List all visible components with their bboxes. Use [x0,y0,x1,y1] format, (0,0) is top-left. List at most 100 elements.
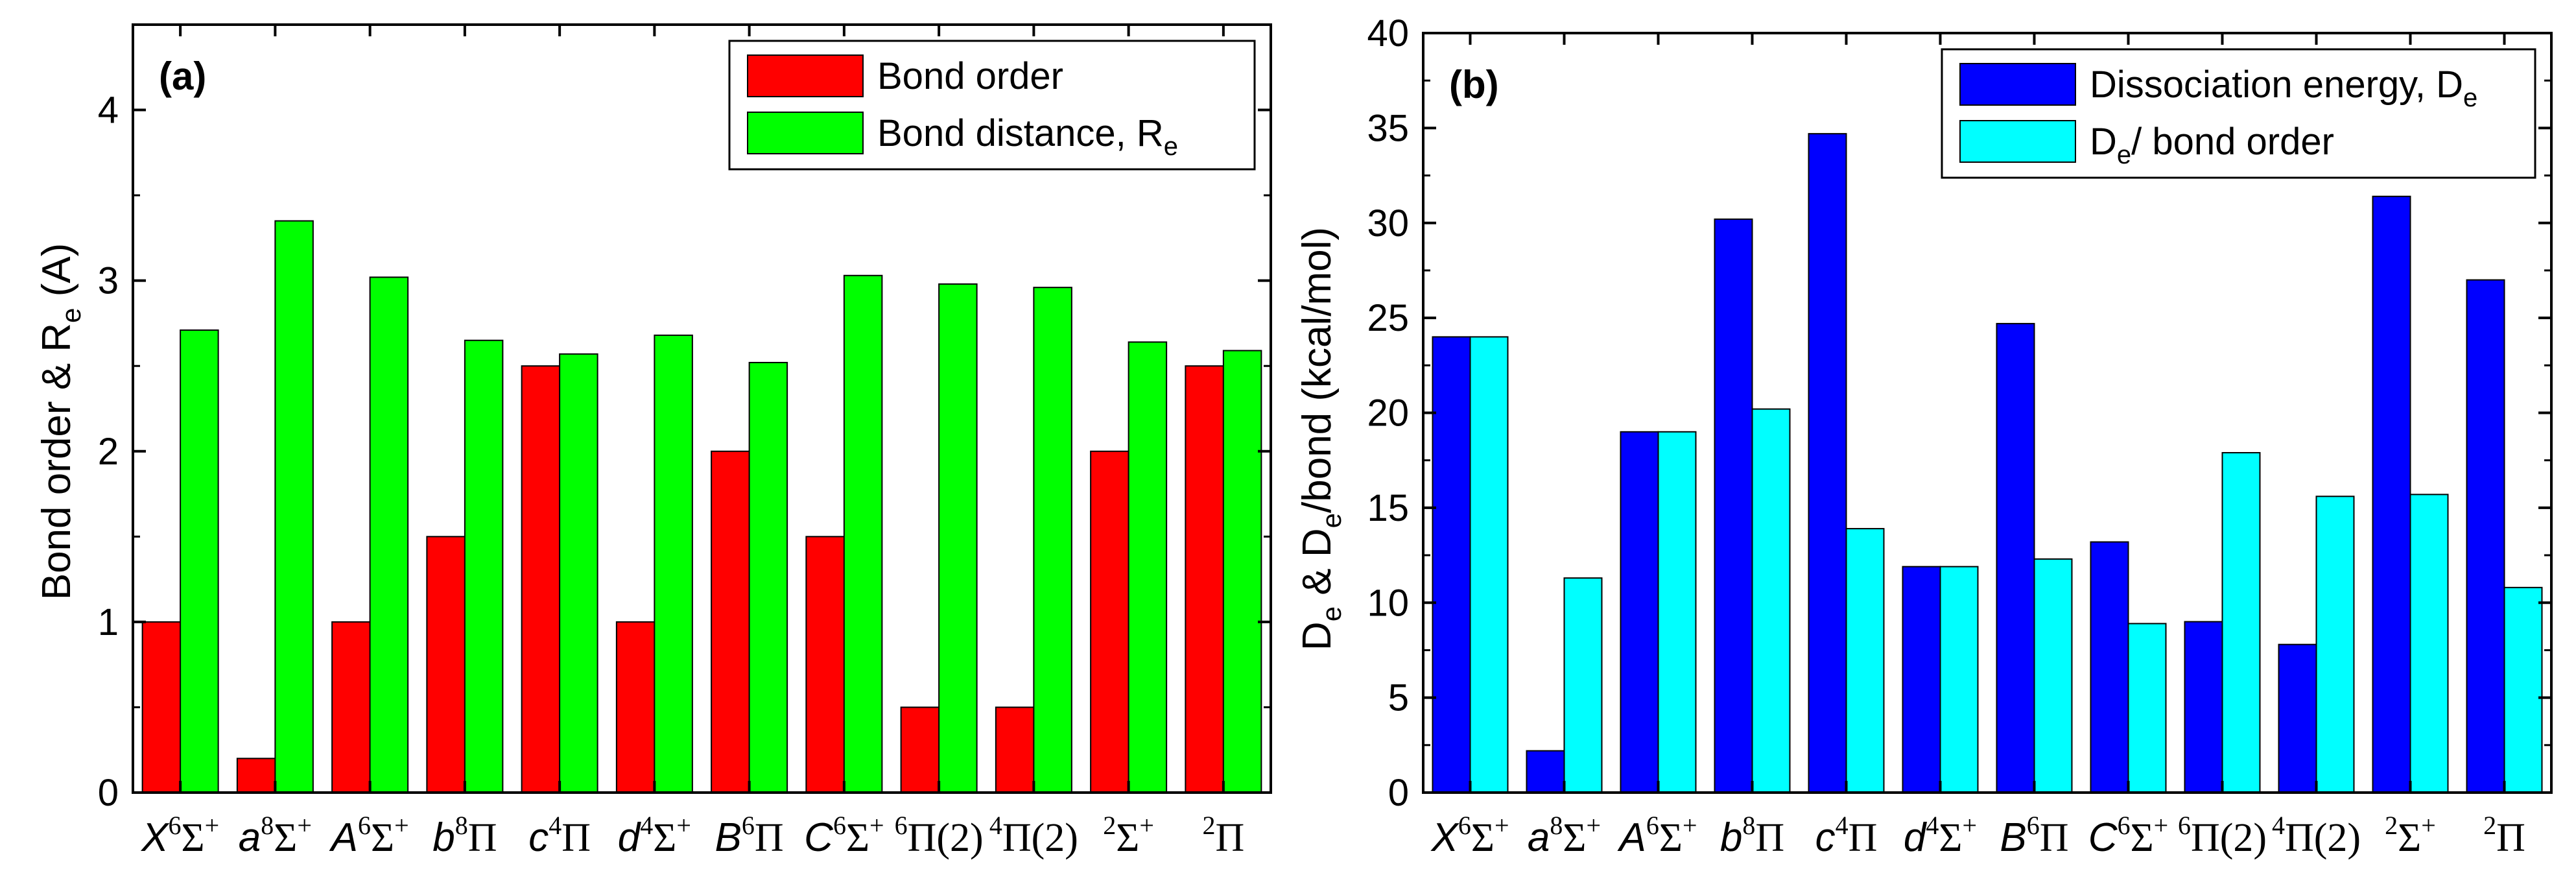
label-letter: a [1528,815,1550,860]
x-tick-label: X6Σ+ [140,811,219,860]
x-tick-label: 2Π [2483,811,2525,860]
bar-a-s1-c2 [369,276,409,794]
label-letter: b [1720,815,1742,860]
legend-subscript: e [2117,141,2131,169]
label-symbol: Σ [846,816,869,860]
label-symbol: Π [2496,816,2525,860]
x-tick-label: a8Σ+ [1528,811,1601,860]
legend-swatch-1 [747,112,864,154]
bar-a-s0-c7 [805,536,845,793]
bar-a-s1-c5 [654,334,693,793]
x-tick-label: d4Σ+ [1904,811,1977,860]
bar-b-s1-c4 [1845,528,1885,793]
bar-a-s1-c10 [1128,341,1168,793]
legend-entry-1: De/ bond order [2090,121,2334,169]
label-symbol: Σ [2398,816,2421,860]
y-title-subscript: e [56,308,86,323]
label-letter: b [432,815,455,860]
y-tick-label: 30 [1367,202,1409,245]
label-superscript: 6 [168,811,181,840]
bar-b-s0-c11 [2466,279,2505,793]
y-tick-label: 15 [1367,487,1409,529]
y-tick-label: 0 [98,772,119,814]
label-symbol: Σ [1116,816,1139,860]
label-superscript: + [1495,811,1509,840]
label-symbol: Σ [1939,816,1962,860]
y-tick-label: 4 [98,90,119,132]
bar-b-s0-c1 [1526,750,1565,793]
bar-a-s0-c10 [1090,450,1129,793]
label-superscript: + [676,811,691,840]
label-superscript: 4 [2272,811,2285,840]
bar-a-s0-c4 [521,365,561,793]
label-symbol: Π [468,816,497,860]
y-tick-label: 5 [1388,677,1409,719]
label-superscript: + [1963,811,1978,840]
y-title-subscript: e [1316,513,1347,528]
label-symbol: Π [1849,816,1878,860]
label-letter: C [2088,815,2118,860]
x-tick-label: 2Σ+ [2385,811,2436,860]
x-tick-label: B6Π [2000,811,2068,860]
label-superscript: 8 [1742,811,1755,840]
bar-b-s1-c3 [1751,408,1791,793]
bar-a-s0-c8 [900,706,940,794]
bar-b-s0-c6 [1996,322,2035,794]
x-tick-label: c4Π [1815,811,1878,860]
bar-b-s0-c8 [2184,621,2223,794]
x-tick-label: d4Σ+ [618,811,691,860]
bar-a-s0-c9 [995,706,1035,794]
label-superscript: + [869,811,884,840]
bar-b-s0-c2 [1620,431,1659,793]
label-symbol: Σ [653,816,676,860]
bar-a-s0-c11 [1185,365,1224,793]
label-letter: d [1904,815,1928,860]
legend-subscript: e [1164,132,1178,161]
label-superscript: 4 [549,811,561,840]
label-symbol: Σ [1471,816,1495,860]
label-letter: d [618,815,642,860]
label-letter: X [140,815,170,860]
label-superscript: + [1683,811,1697,840]
x-tick-label: X6Σ+ [1430,811,1509,860]
x-tick-label: A6Σ+ [329,811,409,860]
legend: Dissociation energy, D eDe/ bond order [1941,48,2536,179]
legend-text: D [2090,121,2117,163]
label-superscript: 6 [2178,811,2191,840]
x-tick-label: C6Σ+ [2088,811,2168,860]
label-superscript: 6 [742,811,755,840]
legend-swatch-0 [1959,63,2076,106]
label-superscript: + [1139,811,1154,840]
bar-b-s1-c2 [1657,431,1697,793]
label-letter: C [804,815,834,860]
legend-text: Dissociation energy, D [2090,64,2463,106]
legend-swatch-0 [747,54,864,97]
bar-b-s0-c10 [2372,195,2411,793]
label-superscript: 6 [1646,811,1659,840]
plot-frame [132,23,1272,794]
bar-a-s1-c6 [748,361,788,793]
label-symbol: Σ [1659,816,1683,860]
bar-b-s1-c1 [1563,577,1603,793]
y-tick-label: 10 [1367,582,1409,624]
label-superscript: 6 [2118,811,2131,840]
label-symbol: Σ [371,816,394,860]
y-tick-label: 0 [1388,772,1409,814]
label-symbol: Π [755,816,784,860]
label-superscript: 4 [989,811,1002,840]
label-superscript: 8 [1550,811,1563,840]
x-tick-label: b8Π [1720,811,1784,860]
label-superscript: 8 [261,811,274,840]
legend-entry-1: Bond distance, Re [877,112,1178,161]
bar-b-s1-c0 [1469,336,1509,793]
label-letter: A [1616,815,1646,860]
label-symbol: Σ [2131,816,2154,860]
panel-label: (a) [159,54,206,98]
x-tick-label: b8Π [432,811,497,860]
label-symbol: Σ [181,816,204,860]
bar-a-s1-c4 [559,353,598,793]
bar-b-s1-c5 [1939,566,1979,793]
